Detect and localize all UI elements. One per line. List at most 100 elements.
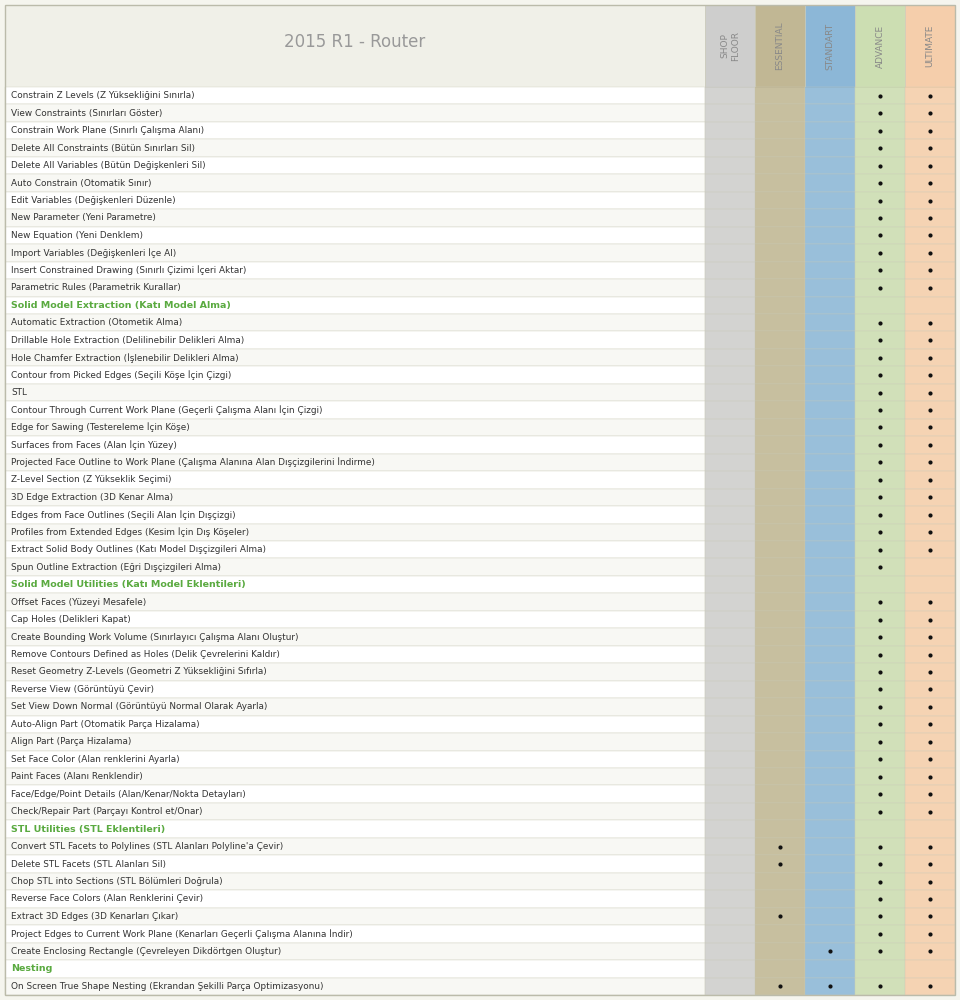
Bar — [5, 925, 705, 943]
Text: STANDART: STANDART — [826, 22, 834, 70]
Bar — [5, 157, 705, 174]
Bar — [905, 454, 955, 471]
Bar — [5, 978, 705, 995]
Bar — [855, 489, 905, 506]
Bar — [5, 803, 705, 820]
Bar — [705, 558, 755, 576]
Bar — [755, 349, 805, 366]
Bar — [855, 803, 905, 820]
Bar — [855, 593, 905, 611]
Bar — [755, 506, 805, 524]
Bar — [755, 593, 805, 611]
Bar — [805, 279, 855, 297]
Bar — [5, 611, 705, 628]
Text: Set View Down Normal (Görüntüyü Normal Olarak Ayarla): Set View Down Normal (Görüntüyü Normal O… — [11, 702, 268, 711]
Bar — [755, 803, 805, 820]
Text: Align Part (Parça Hizalama): Align Part (Parça Hizalama) — [11, 737, 132, 746]
Bar — [805, 122, 855, 139]
Bar — [5, 838, 705, 855]
Bar — [805, 785, 855, 803]
Bar — [755, 227, 805, 244]
Bar — [855, 646, 905, 663]
Bar — [855, 227, 905, 244]
Bar — [855, 820, 905, 838]
Bar — [705, 751, 755, 768]
Bar — [5, 139, 705, 157]
Text: 3D Edge Extraction (3D Kenar Alma): 3D Edge Extraction (3D Kenar Alma) — [11, 493, 173, 502]
Text: Surfaces from Faces (Alan İçin Yüzey): Surfaces from Faces (Alan İçin Yüzey) — [11, 440, 177, 450]
Bar — [905, 349, 955, 366]
Bar — [5, 751, 705, 768]
Text: Reverse View (Görüntüyü Çevir): Reverse View (Görüntüyü Çevir) — [11, 685, 154, 694]
Text: Contour from Picked Edges (Seçili Köşe İçin Çizgi): Contour from Picked Edges (Seçili Köşe İ… — [11, 370, 231, 380]
Bar — [705, 471, 755, 489]
Bar — [805, 820, 855, 838]
Bar — [5, 384, 705, 401]
Bar — [855, 663, 905, 681]
Bar — [705, 681, 755, 698]
Bar — [855, 978, 905, 995]
Bar — [5, 785, 705, 803]
Bar — [805, 314, 855, 331]
Text: New Parameter (Yeni Parametre): New Parameter (Yeni Parametre) — [11, 213, 156, 222]
Bar — [805, 873, 855, 890]
Bar — [905, 139, 955, 157]
Bar — [755, 855, 805, 873]
Bar — [5, 646, 705, 663]
Bar — [755, 384, 805, 401]
Bar — [755, 122, 805, 139]
Bar — [855, 785, 905, 803]
Bar — [855, 925, 905, 943]
Bar — [855, 628, 905, 646]
Bar — [855, 716, 905, 733]
Bar — [755, 174, 805, 192]
Bar — [705, 262, 755, 279]
Bar — [855, 751, 905, 768]
Bar — [805, 5, 855, 87]
Bar — [755, 297, 805, 314]
Bar — [705, 646, 755, 663]
Bar — [905, 227, 955, 244]
Bar — [5, 855, 705, 873]
Bar — [805, 978, 855, 995]
Bar — [5, 122, 705, 139]
Text: On Screen True Shape Nesting (Ekrandan Şekilli Parça Optimizasyonu): On Screen True Shape Nesting (Ekrandan Ş… — [11, 982, 324, 991]
Bar — [755, 628, 805, 646]
Bar — [705, 960, 755, 978]
Bar — [755, 366, 805, 384]
Bar — [905, 960, 955, 978]
Bar — [805, 244, 855, 262]
Bar — [805, 139, 855, 157]
Text: Insert Constrained Drawing (Sınırlı Çizimi İçeri Aktar): Insert Constrained Drawing (Sınırlı Çizi… — [11, 265, 247, 275]
Text: Nesting: Nesting — [11, 964, 53, 973]
Bar — [5, 768, 705, 785]
Bar — [855, 576, 905, 593]
Text: Projected Face Outline to Work Plane (Çalışma Alanına Alan Dışçizgilerini İndirm: Projected Face Outline to Work Plane (Ça… — [11, 457, 374, 467]
Bar — [705, 855, 755, 873]
Bar — [905, 785, 955, 803]
Bar — [755, 785, 805, 803]
Bar — [805, 925, 855, 943]
Bar — [705, 716, 755, 733]
Bar — [755, 751, 805, 768]
Bar — [855, 436, 905, 454]
Bar — [705, 314, 755, 331]
Text: ULTIMATE: ULTIMATE — [925, 25, 934, 67]
Bar — [5, 471, 705, 489]
Bar — [5, 5, 705, 87]
Bar — [705, 157, 755, 174]
Bar — [705, 5, 755, 87]
Bar — [755, 192, 805, 209]
Bar — [905, 436, 955, 454]
Bar — [805, 419, 855, 436]
Bar — [705, 174, 755, 192]
Text: ADVANCE: ADVANCE — [876, 24, 884, 68]
Bar — [905, 541, 955, 558]
Bar — [755, 943, 805, 960]
Bar — [705, 227, 755, 244]
Text: Chop STL into Sections (STL Bölümleri Doğrula): Chop STL into Sections (STL Bölümleri Do… — [11, 877, 223, 886]
Bar — [755, 716, 805, 733]
Bar — [905, 489, 955, 506]
Text: Solid Model Utilities (Katı Model Eklentileri): Solid Model Utilities (Katı Model Eklent… — [11, 580, 246, 589]
Bar — [5, 820, 705, 838]
